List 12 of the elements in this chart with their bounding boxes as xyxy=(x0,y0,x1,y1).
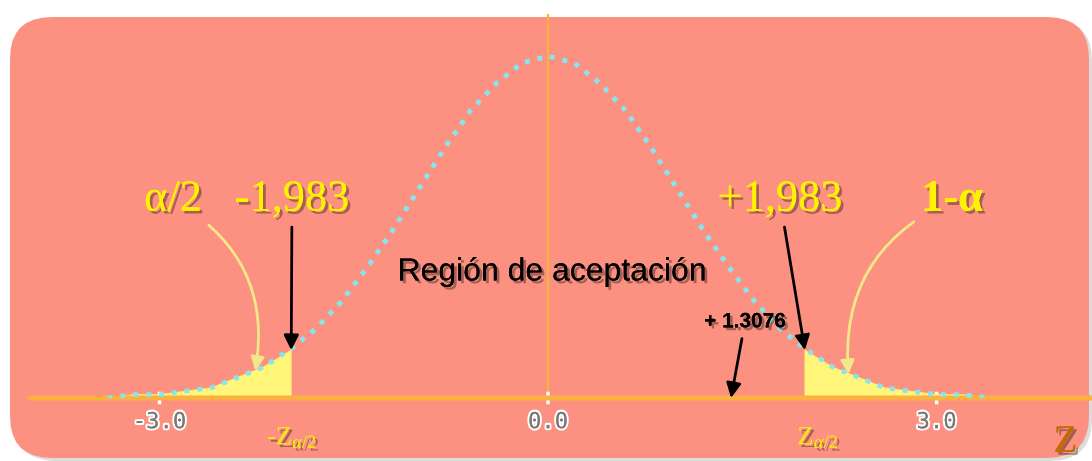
annotation: -1,983 xyxy=(236,181,351,221)
x-axis-title: Z xyxy=(1055,426,1078,455)
x-tick-label: 3.0 xyxy=(918,411,956,429)
text: -Z$_{α/2}$ xyxy=(268,426,318,451)
annotation: +1,983 xyxy=(719,181,844,221)
x-tick-label: 0.0 xyxy=(529,411,567,429)
annotation: 1-α xyxy=(924,181,986,214)
annotation: α/2 xyxy=(145,181,203,214)
text: Z$_{α/2}$ xyxy=(798,426,840,451)
annotation: Región de aceptación xyxy=(400,256,708,290)
x-tick-label: -3.0 xyxy=(136,411,185,429)
annotation: + 1.3076 xyxy=(705,312,788,331)
